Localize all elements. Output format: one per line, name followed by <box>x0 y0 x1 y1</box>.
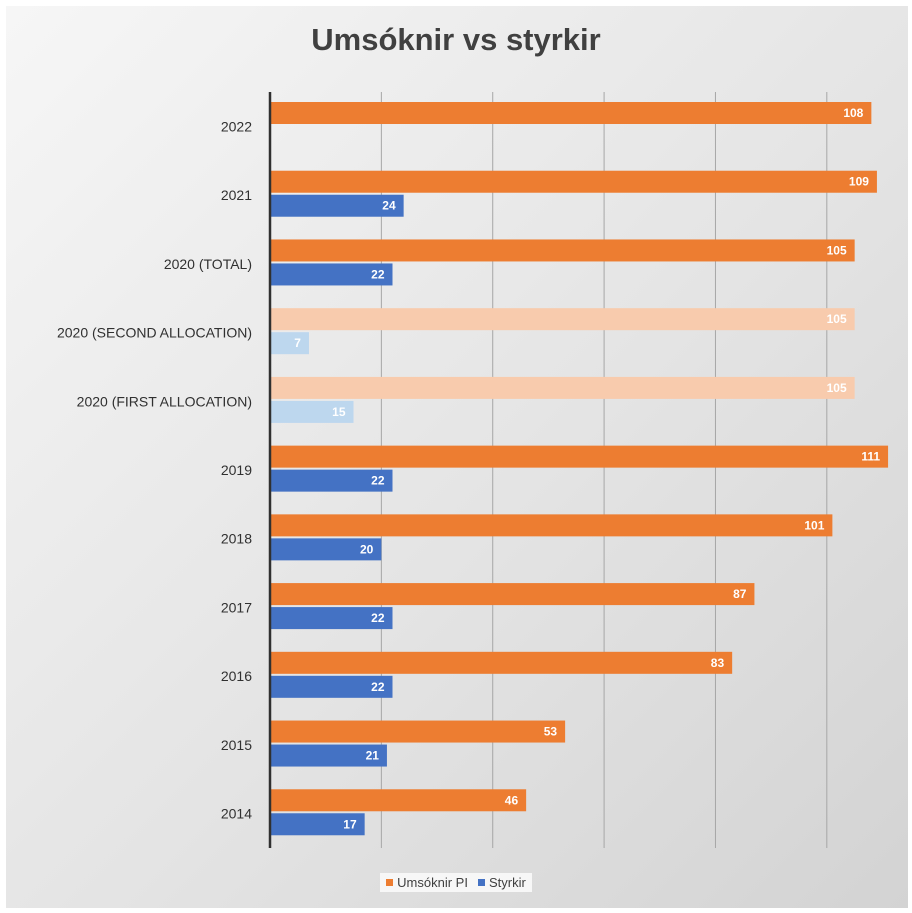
category-label: 2018 <box>221 531 252 547</box>
data-label-applications: 53 <box>544 725 558 739</box>
bar-grants <box>270 400 354 423</box>
bar-grants <box>270 332 309 355</box>
data-label-applications: 105 <box>827 312 847 326</box>
chart-title: Umsóknir vs styrkir <box>311 22 601 57</box>
data-label-applications: 108 <box>843 106 863 120</box>
data-label-grants: 22 <box>371 474 385 488</box>
bar-grants <box>270 744 387 767</box>
category-label: 2019 <box>221 462 252 478</box>
data-label-applications: 105 <box>827 243 847 257</box>
bar-grants <box>270 607 393 630</box>
data-label-grants: 21 <box>366 749 380 763</box>
bar-applications <box>270 789 527 812</box>
data-label-applications: 83 <box>711 656 725 670</box>
data-label-grants: 20 <box>360 542 374 556</box>
bar-applications <box>270 376 855 399</box>
data-label-grants: 15 <box>332 405 346 419</box>
legend-swatch-applications <box>386 879 394 886</box>
bar-applications <box>270 583 755 606</box>
bar-grants <box>270 538 382 561</box>
bar-grants <box>270 194 404 217</box>
category-label: 2016 <box>221 668 252 684</box>
bar-grants <box>270 813 365 836</box>
category-label: 2014 <box>221 806 252 822</box>
category-label: 2022 <box>221 118 252 134</box>
category-label: 2017 <box>221 599 252 615</box>
category-label: 2020 (TOTAL) <box>164 256 252 272</box>
data-label-applications: 109 <box>849 175 869 189</box>
category-label: 2020 (FIRST ALLOCATION) <box>77 393 252 409</box>
data-label-applications: 87 <box>733 587 747 601</box>
data-label-applications: 105 <box>827 381 847 395</box>
bar-grants <box>270 469 393 492</box>
legend-item-applications: Umsóknir PI <box>386 875 468 890</box>
data-label-grants: 7 <box>294 336 301 350</box>
category-label: 2021 <box>221 187 252 203</box>
bar-applications <box>270 651 733 674</box>
legend-item-grants: Styrkir <box>477 875 526 890</box>
legend-label-grants: Styrkir <box>488 875 526 890</box>
bar-grants <box>270 263 393 286</box>
legend-swatch-grants <box>477 879 485 886</box>
bar-applications <box>270 445 889 468</box>
data-label-grants: 22 <box>371 680 385 694</box>
legend-label-applications: Umsóknir PI <box>397 875 468 890</box>
data-label-grants: 17 <box>343 817 357 831</box>
bar-applications <box>270 308 855 331</box>
data-label-grants: 24 <box>382 199 396 213</box>
bar-applications <box>270 239 855 262</box>
data-label-grants: 22 <box>371 267 385 281</box>
data-label-grants: 22 <box>371 611 385 625</box>
bar-applications <box>270 102 872 124</box>
bar-grants <box>270 675 393 698</box>
legend: Umsóknir PI Styrkir <box>0 873 912 892</box>
category-label: 2015 <box>221 737 252 753</box>
bar-applications <box>270 514 833 537</box>
data-label-applications: 111 <box>861 450 880 464</box>
data-label-applications: 46 <box>505 793 519 807</box>
bar-applications <box>270 720 566 743</box>
category-label: 2020 (SECOND ALLOCATION) <box>57 325 252 341</box>
data-label-applications: 101 <box>804 518 824 532</box>
bar-applications <box>270 170 877 193</box>
